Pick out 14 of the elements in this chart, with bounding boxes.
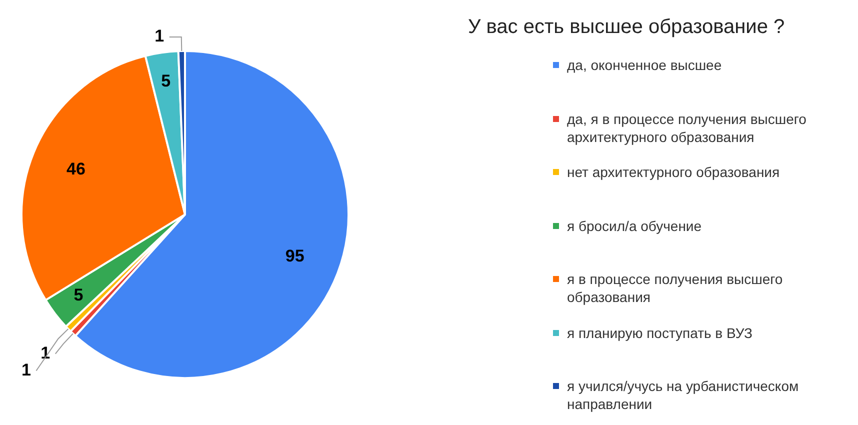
legend-label: я учился/учусь на урбанистическом направлении	[567, 377, 800, 413]
legend-label: да, оконченное высшее	[567, 56, 722, 74]
legend-label: я бросил/а обучение	[567, 216, 702, 234]
data-label: 95	[285, 246, 304, 266]
data-label: 5	[161, 71, 171, 90]
data-label: 1	[21, 360, 31, 380]
data-label: 46	[66, 160, 86, 179]
data-label: 1	[154, 26, 164, 46]
legend-label: я в процессе получения высшего образования	[567, 270, 784, 306]
legend-label: я планирую поступать в ВУЗ	[567, 324, 752, 342]
legend-label: да, я в процессе получения высшего архитектурного образования	[567, 110, 808, 146]
data-label: 5	[74, 286, 84, 305]
chart-title: У вас есть высшее образование ?	[468, 16, 785, 39]
legend-label: нет архитектурного образования	[567, 163, 780, 181]
